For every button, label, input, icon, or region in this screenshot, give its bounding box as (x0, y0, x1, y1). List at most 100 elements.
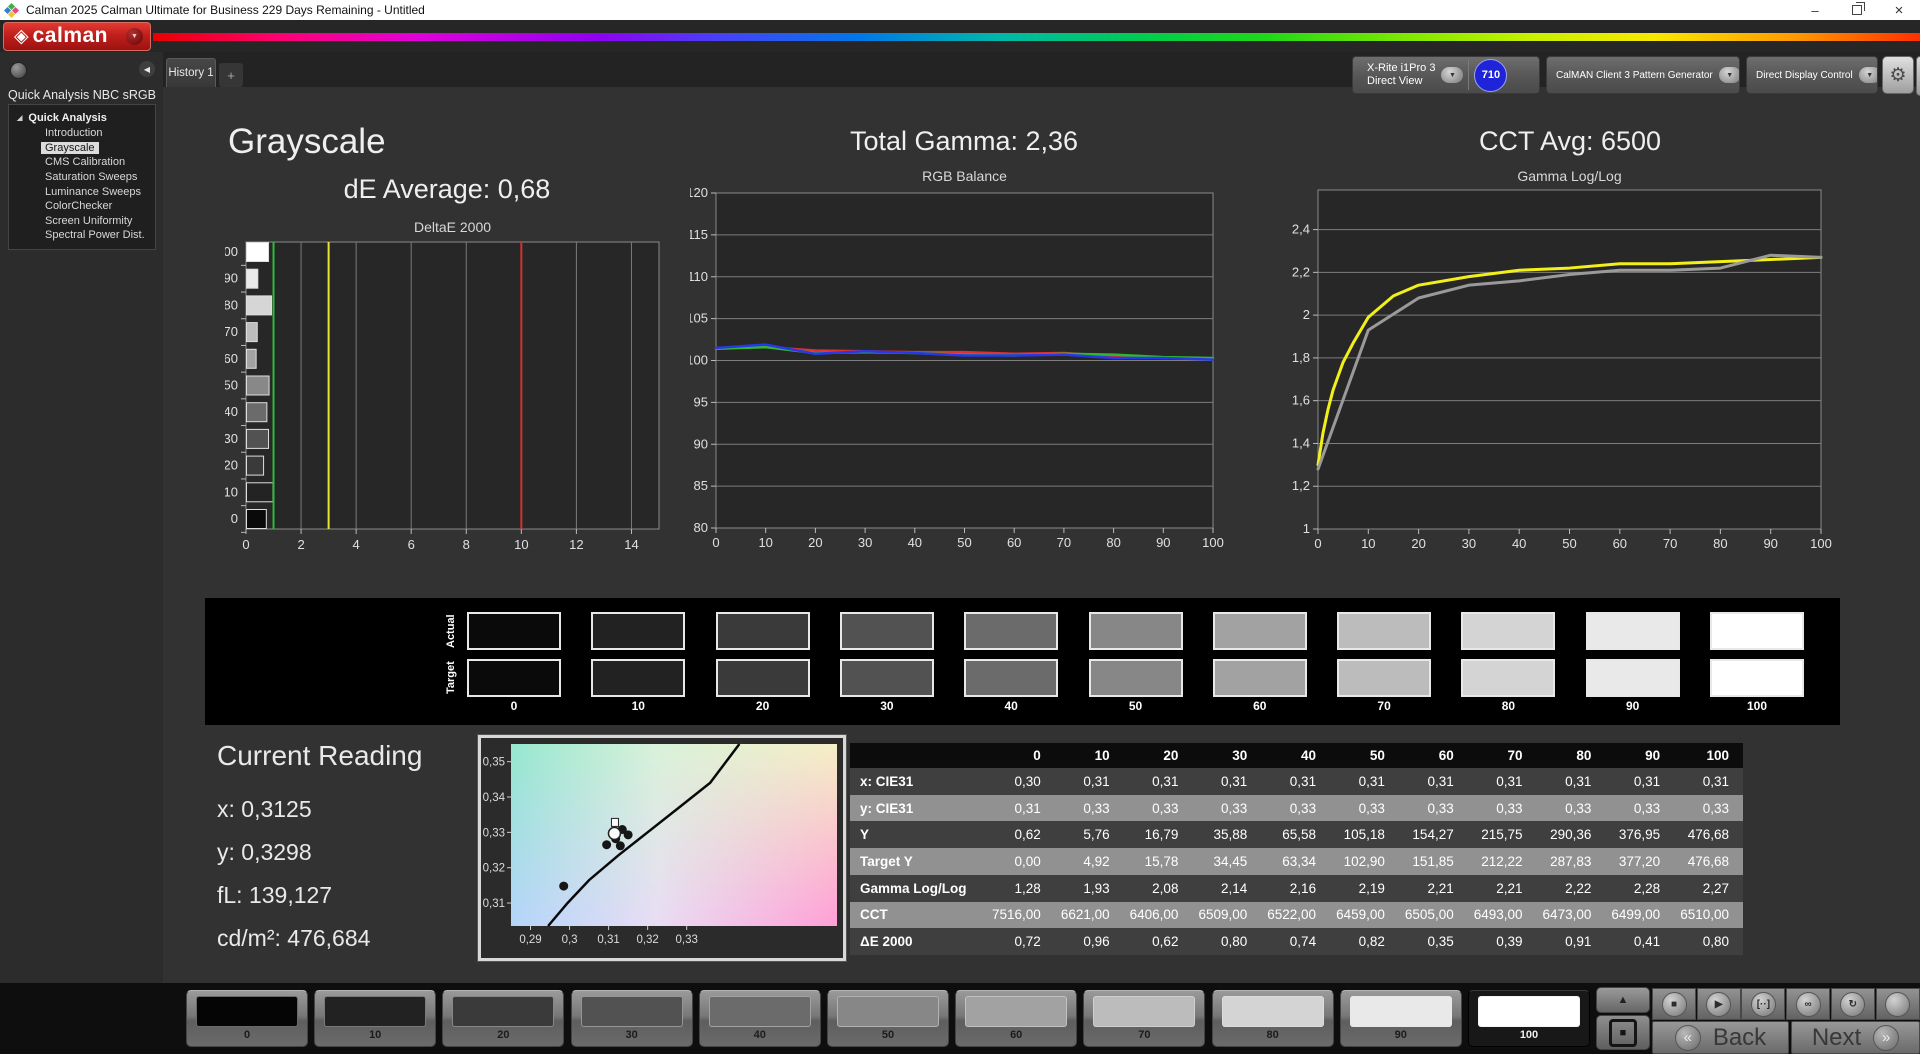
svg-text:80: 80 (225, 297, 238, 312)
pattern-patch-20[interactable]: 20 (442, 990, 565, 1047)
svg-text:0: 0 (242, 537, 249, 552)
patch-swatch (1349, 996, 1452, 1027)
table-cell: 0,31 (986, 794, 1055, 822)
rgb-balance-chart: RGB Balance 80 85 90 95 100 105 110 115 120 0 10 20 3… (686, 168, 1235, 558)
pattern-window-stop-button[interactable]: ■ (1596, 1015, 1650, 1050)
patch-label: 30 (625, 1029, 638, 1041)
swatch-target-0 (467, 659, 561, 697)
table-cell: 2,08 (1123, 874, 1193, 902)
back-button[interactable]: « Back (1652, 1021, 1789, 1054)
transport-stop-button[interactable]: ■ (1652, 988, 1696, 1020)
display-control-selector[interactable]: Direct Display Control ▼ (1746, 56, 1878, 94)
svg-text:20: 20 (225, 458, 238, 473)
app-icon (3, 2, 20, 18)
swatch-target-30 (839, 659, 934, 697)
transport-play-button[interactable]: ▶ (1696, 988, 1741, 1020)
sidebar-item-spectral-power-dist-[interactable]: Spectral Power Dist. (9, 228, 155, 243)
table-col-header: 50 (1330, 743, 1399, 768)
pattern-patch-100[interactable]: 100 (1468, 990, 1590, 1047)
sidebar-item-saturation-sweeps[interactable]: Saturation Sweeps (9, 170, 155, 185)
table-cell: 6509,00 (1192, 901, 1262, 929)
gear-icon: ⚙ (1889, 64, 1907, 86)
cie-chromaticity-chart[interactable]: 0,31 0,32 0,33 0,34 0,35 0,29 0,3 0,31 0,32 0,33 (478, 735, 846, 961)
table-cell: 0,72 (986, 928, 1055, 955)
chevron-down-icon[interactable]: ▼ (1441, 67, 1464, 83)
table-cell: 2,28 (1605, 874, 1675, 902)
table-cell: 6473,00 (1536, 901, 1606, 929)
sidebar-item-grayscale[interactable]: Grayscale (9, 141, 155, 156)
pattern-patch-10[interactable]: 10 (314, 990, 437, 1047)
sidebar-item-cms-calibration[interactable]: CMS Calibration (9, 155, 155, 170)
pattern-patch-50[interactable]: 50 (827, 990, 949, 1047)
restore-icon (1852, 2, 1865, 15)
close-button[interactable]: × (1894, 1, 1904, 19)
transport-loop-button[interactable]: ↻ (1830, 988, 1875, 1020)
record-icon (1885, 991, 1910, 1017)
restore-button[interactable] (1836, 0, 1878, 20)
tree-root-quick-analysis[interactable]: ◢ Quick Analysis (9, 110, 155, 126)
meter-selector[interactable]: X-Rite i1Pro 3 Direct View ▼ 710 (1352, 56, 1540, 94)
table-cell: 0,31 (1398, 768, 1468, 795)
pattern-patch-40[interactable]: 40 (698, 990, 821, 1047)
exposure-badge[interactable]: 710 (1474, 58, 1508, 92)
svg-text:60: 60 (1007, 535, 1021, 550)
transport-measure-continuous-button[interactable]: ∞ (1786, 988, 1831, 1020)
pattern-patch-0[interactable]: 0 (186, 990, 308, 1047)
pattern-patch-90[interactable]: 90 (1339, 990, 1462, 1047)
sidebar-item-screen-uniformity[interactable]: Screen Uniformity (9, 214, 155, 229)
table-cell: 15,78 (1123, 848, 1193, 875)
sidebar-collapse-button[interactable]: ◀ (139, 61, 155, 77)
table-row-label: x: CIE31 (850, 768, 986, 795)
table-col-header: 100 (1674, 743, 1743, 768)
pattern-patch-30[interactable]: 30 (570, 990, 693, 1047)
calman-menu-button[interactable]: ◈ calman ▼ (3, 22, 151, 51)
svg-text:30: 30 (225, 431, 238, 446)
swatch-column-label: 100 (1746, 699, 1768, 713)
pattern-generator-selector[interactable]: CalMAN Client 3 Pattern Generator ▼ (1546, 56, 1740, 94)
transport-record-button[interactable] (1875, 988, 1920, 1020)
window-title: Calman 2025 Calman Ultimate for Business… (26, 3, 425, 17)
sidebar-item-luminance-sweeps[interactable]: Luminance Sweeps (9, 184, 155, 199)
chevron-down-icon[interactable]: ▼ (126, 28, 143, 45)
svg-text:10: 10 (225, 484, 238, 499)
swatch-actual-70 (1337, 612, 1432, 650)
sidebar-options-button[interactable] (10, 62, 27, 79)
chevron-down-icon[interactable]: ▼ (1858, 67, 1877, 83)
sidebar-item-introduction[interactable]: Introduction (9, 126, 155, 141)
table-cell: 6505,00 (1398, 901, 1468, 929)
swatch-target-90 (1585, 659, 1680, 697)
minimize-button[interactable]: – (1811, 2, 1819, 18)
sidebar-item-label: Introduction (45, 127, 103, 140)
swatch-target-70 (1337, 659, 1432, 697)
chevron-down-icon[interactable]: ▼ (1718, 67, 1739, 83)
next-button[interactable]: Next » (1791, 1021, 1920, 1054)
settings-button[interactable]: ⚙ (1882, 56, 1914, 94)
transport-measure-single-button[interactable]: [··] (1741, 988, 1786, 1020)
table-cell: 0,33 (1536, 794, 1606, 822)
table-cell: 0,33 (1674, 794, 1743, 822)
patch-swatch (965, 996, 1068, 1027)
svg-text:70: 70 (225, 324, 238, 339)
panel-collapse-button[interactable] (1916, 56, 1920, 96)
sidebar-item-label: Luminance Sweeps (45, 185, 142, 198)
pattern-patch-80[interactable]: 80 (1211, 990, 1334, 1047)
pattern-patch-60[interactable]: 60 (955, 990, 1078, 1047)
add-tab-button[interactable]: + (219, 63, 243, 87)
tree-expander-icon[interactable]: ◢ (17, 115, 23, 122)
svg-text:50: 50 (1562, 536, 1576, 551)
pattern-patch-70[interactable]: 70 (1083, 990, 1206, 1047)
pattern-window-raise-button[interactable]: ▲ (1596, 987, 1650, 1013)
reading-fl: fL: 139,127 (217, 882, 333, 908)
loop-icon: ↻ (1840, 991, 1866, 1017)
table-row-label: CCT (850, 901, 986, 929)
sidebar-item-colorchecker[interactable]: ColorChecker (9, 199, 155, 214)
table-col-header: 10 (1054, 743, 1124, 768)
table-col-header: 40 (1261, 743, 1331, 768)
table-cell: 6510,00 (1674, 901, 1743, 929)
back-chevrons-icon: « (1674, 1024, 1701, 1051)
table-cell: 105,18 (1330, 821, 1399, 849)
tab-history-1[interactable]: History 1 (166, 58, 216, 87)
table-cell: 2,22 (1536, 874, 1606, 902)
patch-swatch (580, 996, 683, 1027)
table-cell: 0,31 (1536, 768, 1606, 795)
